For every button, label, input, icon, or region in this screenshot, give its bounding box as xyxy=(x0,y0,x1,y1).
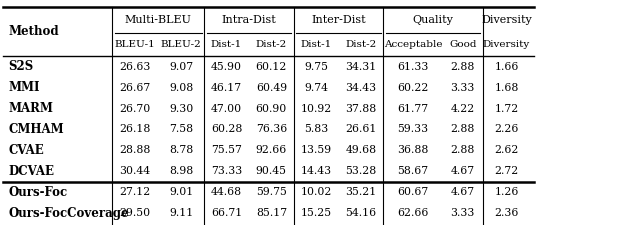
Text: 35.21: 35.21 xyxy=(346,187,376,197)
Text: 9.01: 9.01 xyxy=(169,187,193,197)
Text: 59.33: 59.33 xyxy=(397,124,429,135)
Text: Good: Good xyxy=(449,40,476,49)
Text: Dist-2: Dist-2 xyxy=(256,40,287,49)
Text: 26.67: 26.67 xyxy=(120,83,150,93)
Text: 5.83: 5.83 xyxy=(304,124,328,135)
Text: 46.17: 46.17 xyxy=(211,83,242,93)
Text: 36.88: 36.88 xyxy=(397,145,429,155)
Text: 59.75: 59.75 xyxy=(256,187,287,197)
Text: 34.31: 34.31 xyxy=(346,62,376,72)
Text: 2.62: 2.62 xyxy=(494,145,519,155)
Text: 73.33: 73.33 xyxy=(211,166,242,176)
Text: 2.88: 2.88 xyxy=(451,62,475,72)
Text: Ours-FocCoverage: Ours-FocCoverage xyxy=(9,207,129,220)
Text: 53.28: 53.28 xyxy=(346,166,376,176)
Text: 26.18: 26.18 xyxy=(119,124,151,135)
Text: Intra-Dist: Intra-Dist xyxy=(221,15,276,25)
Text: S2S: S2S xyxy=(9,60,34,73)
Text: 90.45: 90.45 xyxy=(256,166,287,176)
Text: 1.72: 1.72 xyxy=(495,104,518,114)
Text: 44.68: 44.68 xyxy=(211,187,242,197)
Text: 30.44: 30.44 xyxy=(120,166,150,176)
Text: 10.02: 10.02 xyxy=(300,187,332,197)
Text: CMHAM: CMHAM xyxy=(9,123,64,136)
Text: 85.17: 85.17 xyxy=(256,208,287,218)
Text: 9.08: 9.08 xyxy=(169,83,193,93)
Text: 4.67: 4.67 xyxy=(451,187,475,197)
Text: CVAE: CVAE xyxy=(9,144,44,157)
Text: 9.07: 9.07 xyxy=(169,62,193,72)
Text: Ours-Foc: Ours-Foc xyxy=(9,186,68,199)
Text: Multi-BLEU: Multi-BLEU xyxy=(125,15,191,25)
Text: 49.68: 49.68 xyxy=(346,145,376,155)
Text: 1.66: 1.66 xyxy=(494,62,519,72)
Text: 29.50: 29.50 xyxy=(120,208,150,218)
Text: Dist-1: Dist-1 xyxy=(301,40,332,49)
Text: 9.75: 9.75 xyxy=(304,62,328,72)
Text: 60.67: 60.67 xyxy=(397,187,429,197)
Text: 13.59: 13.59 xyxy=(301,145,332,155)
Text: 76.36: 76.36 xyxy=(256,124,287,135)
Text: 9.74: 9.74 xyxy=(304,83,328,93)
Text: 4.67: 4.67 xyxy=(451,166,475,176)
Text: 54.16: 54.16 xyxy=(346,208,376,218)
Text: 3.33: 3.33 xyxy=(451,208,475,218)
Text: 61.77: 61.77 xyxy=(397,104,429,114)
Text: Inter-Dist: Inter-Dist xyxy=(311,15,366,25)
Text: 1.68: 1.68 xyxy=(494,83,519,93)
Text: 10.92: 10.92 xyxy=(301,104,332,114)
Text: 60.22: 60.22 xyxy=(397,83,429,93)
Text: 45.90: 45.90 xyxy=(211,62,242,72)
Text: 28.88: 28.88 xyxy=(119,145,151,155)
Text: 8.78: 8.78 xyxy=(169,145,193,155)
Text: BLEU-1: BLEU-1 xyxy=(115,40,156,49)
Text: 9.11: 9.11 xyxy=(169,208,193,218)
Text: 34.43: 34.43 xyxy=(346,83,376,93)
Text: 9.30: 9.30 xyxy=(169,104,193,114)
Text: Quality: Quality xyxy=(413,15,453,25)
Text: Acceptable: Acceptable xyxy=(384,40,442,49)
Text: 2.88: 2.88 xyxy=(451,124,475,135)
Text: 4.22: 4.22 xyxy=(451,104,475,114)
Text: 75.57: 75.57 xyxy=(211,145,242,155)
Text: 26.61: 26.61 xyxy=(345,124,377,135)
Text: 66.71: 66.71 xyxy=(211,208,242,218)
Text: Dist-2: Dist-2 xyxy=(346,40,376,49)
Text: MARM: MARM xyxy=(9,102,54,115)
Text: 26.70: 26.70 xyxy=(120,104,150,114)
Text: 2.36: 2.36 xyxy=(494,208,519,218)
Text: Dist-1: Dist-1 xyxy=(211,40,242,49)
Text: 1.26: 1.26 xyxy=(494,187,519,197)
Text: Diversity: Diversity xyxy=(483,40,530,49)
Text: 37.88: 37.88 xyxy=(346,104,376,114)
Text: 58.67: 58.67 xyxy=(397,166,429,176)
Text: 14.43: 14.43 xyxy=(301,166,332,176)
Text: 60.49: 60.49 xyxy=(256,83,287,93)
Text: MMI: MMI xyxy=(9,81,40,94)
Text: 2.88: 2.88 xyxy=(451,145,475,155)
Text: Method: Method xyxy=(9,25,60,38)
Text: 15.25: 15.25 xyxy=(301,208,332,218)
Text: Diversity: Diversity xyxy=(481,15,532,25)
Text: 92.66: 92.66 xyxy=(256,145,287,155)
Text: 2.72: 2.72 xyxy=(495,166,518,176)
Text: 61.33: 61.33 xyxy=(397,62,429,72)
Text: 7.58: 7.58 xyxy=(169,124,193,135)
Text: 62.66: 62.66 xyxy=(397,208,429,218)
Text: 60.12: 60.12 xyxy=(255,62,287,72)
Text: 60.90: 60.90 xyxy=(256,104,287,114)
Text: 3.33: 3.33 xyxy=(451,83,475,93)
Text: 60.28: 60.28 xyxy=(211,124,243,135)
Text: 26.63: 26.63 xyxy=(119,62,151,72)
Text: 8.98: 8.98 xyxy=(169,166,193,176)
Text: DCVAE: DCVAE xyxy=(9,165,54,178)
Text: 47.00: 47.00 xyxy=(211,104,242,114)
Text: BLEU-2: BLEU-2 xyxy=(161,40,202,49)
Text: 2.26: 2.26 xyxy=(494,124,519,135)
Text: 27.12: 27.12 xyxy=(120,187,150,197)
